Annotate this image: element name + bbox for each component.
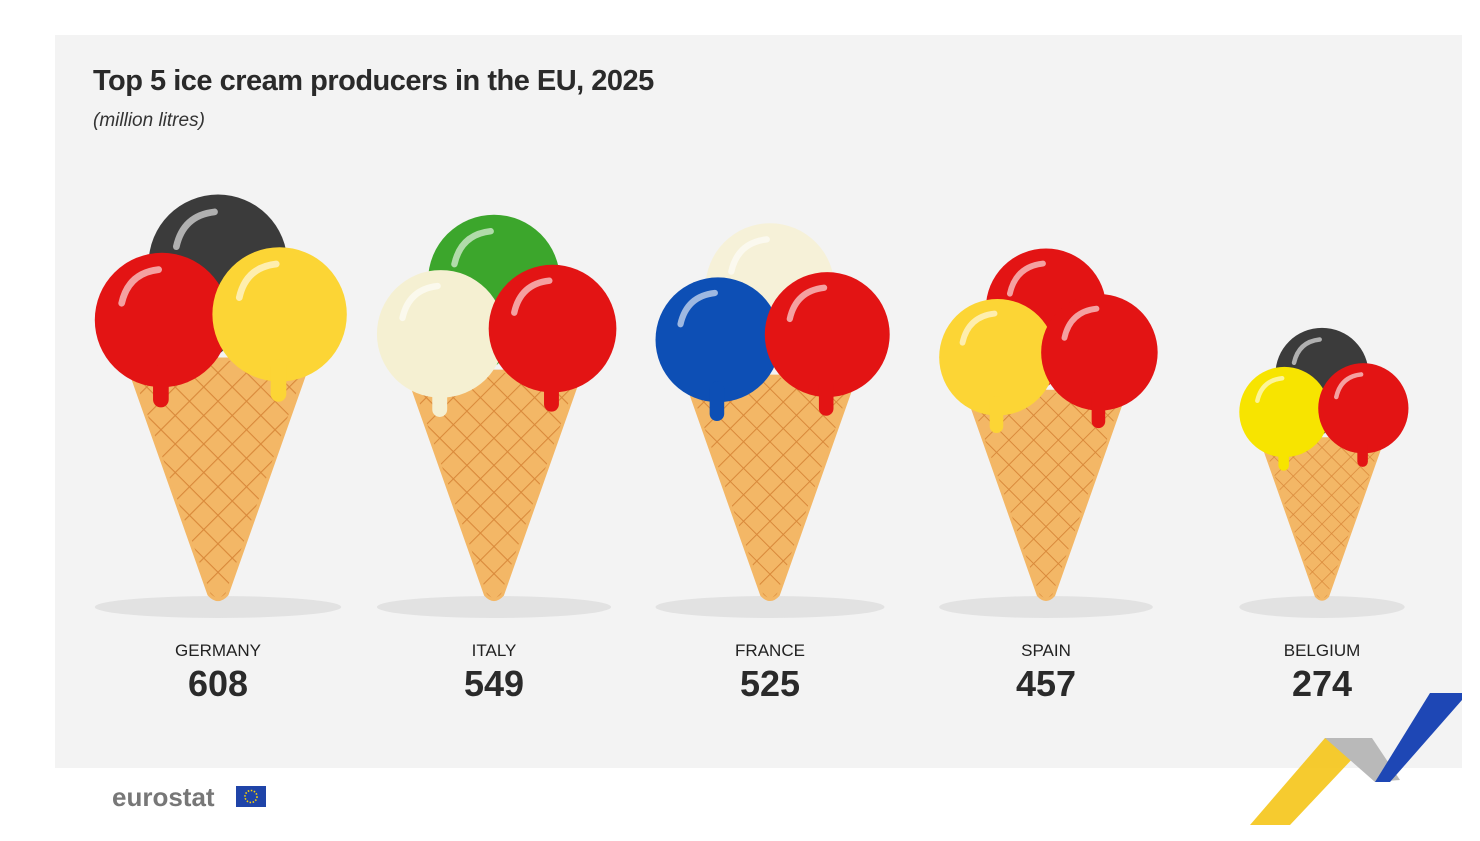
highlight [677, 289, 718, 328]
ice-cream [655, 223, 890, 602]
highlight [1334, 372, 1364, 400]
shadow [1239, 596, 1405, 618]
drip [1357, 438, 1368, 467]
ice-cream [94, 194, 347, 602]
category-label: SPAIN [1021, 641, 1071, 660]
cone [964, 389, 1128, 601]
cone [1258, 437, 1386, 601]
eu-flag [236, 786, 266, 807]
category-label: GERMANY [175, 641, 261, 660]
shadow [376, 596, 612, 618]
decor-yellow [1250, 738, 1372, 825]
value-label: 457 [1016, 663, 1076, 704]
drip [818, 376, 834, 416]
eu-stars [244, 789, 258, 804]
drip [989, 396, 1004, 433]
drip [1278, 442, 1289, 471]
value-label: 608 [188, 663, 248, 704]
shadow [655, 596, 885, 618]
category-label: ITALY [472, 641, 517, 660]
decor-blue [1375, 693, 1462, 782]
highlight [399, 282, 441, 322]
value-label: 274 [1292, 663, 1352, 704]
category-label: FRANCE [735, 641, 805, 660]
drip [432, 376, 448, 417]
highlight [511, 277, 553, 316]
drip [709, 381, 725, 421]
ice-cream [376, 214, 617, 602]
highlight [786, 284, 828, 323]
highlight [235, 260, 280, 301]
ice-cream [939, 248, 1158, 601]
cone [682, 374, 858, 602]
chart-subtitle: (million litres) [93, 110, 205, 131]
highlight [1006, 260, 1046, 297]
value-label: 525 [740, 663, 800, 704]
drip [1091, 391, 1106, 429]
highlight [451, 228, 494, 268]
ice-cream [1239, 327, 1409, 601]
highlight [1061, 305, 1100, 341]
category-label: BELGIUM [1284, 641, 1361, 660]
shadow [939, 596, 1153, 618]
drip [270, 359, 287, 402]
shadow [94, 596, 342, 618]
chart-title: Top 5 ice cream producers in the EU, 202… [93, 65, 654, 97]
highlight [118, 266, 162, 307]
value-label: 549 [464, 663, 524, 704]
cone [404, 369, 584, 602]
cone [123, 357, 313, 602]
highlight [1255, 375, 1285, 404]
decor-grey [1325, 738, 1400, 782]
highlight [959, 310, 998, 346]
highlight [172, 208, 218, 250]
highlight [1291, 337, 1322, 366]
logo-text: eurostat [112, 782, 215, 812]
highlight [728, 236, 770, 275]
drip [153, 364, 169, 408]
drip [544, 371, 559, 412]
